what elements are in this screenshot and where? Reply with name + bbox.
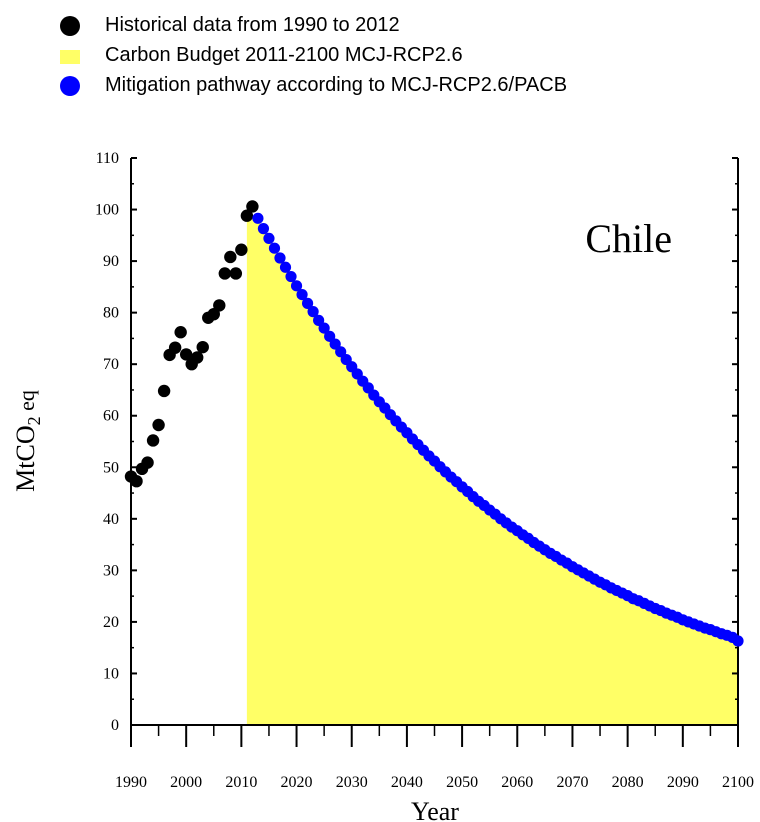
country-annotation: Chile	[585, 216, 672, 261]
y-tick-label: 20	[103, 614, 119, 631]
y-tick-label: 40	[103, 511, 119, 528]
historical-point	[246, 200, 259, 213]
y-axis-title-tail: eq	[14, 390, 39, 416]
legend-label-historical: Historical data from 1990 to 2012	[105, 14, 400, 36]
legend-marker-budget	[60, 50, 80, 64]
historical-point	[179, 348, 193, 361]
legend-label-pathway: Mitigation pathway according to MCJ-RCP2…	[105, 74, 568, 96]
historical-point	[218, 267, 232, 280]
historical-point	[130, 474, 143, 488]
x-tick-label: 2050	[446, 774, 478, 791]
x-tick-label: 2010	[225, 774, 257, 791]
x-tick-label: 2040	[391, 774, 423, 791]
pathway-point	[313, 314, 325, 326]
pathway-point	[329, 338, 341, 350]
historical-point	[191, 351, 204, 364]
pathway-point	[296, 288, 308, 301]
historical-point	[146, 434, 160, 447]
historical-point	[240, 209, 254, 222]
pathway-point	[268, 242, 281, 254]
pathway-point	[324, 330, 336, 342]
historical-point	[235, 243, 248, 256]
historical-point	[152, 418, 165, 432]
y-axis-title-main: MtCO	[11, 425, 40, 491]
historical-point	[196, 340, 209, 354]
pathway-point	[335, 346, 347, 358]
x-tick-label: 2100	[722, 774, 754, 791]
x-tick-label: 1990	[115, 774, 147, 791]
pathway-point	[252, 212, 264, 224]
x-tick-label: 2030	[336, 774, 368, 791]
x-tick-label: 2000	[170, 774, 202, 791]
y-tick-label: 60	[103, 408, 119, 425]
historical-point	[168, 341, 182, 354]
historical-point	[174, 326, 187, 339]
y-tick-label: 30	[103, 562, 119, 579]
x-tick-label: 2020	[281, 774, 313, 791]
legend-label-budget: Carbon Budget 2011-2100 MCJ-RCP2.6	[105, 44, 463, 66]
pathway-point	[290, 280, 303, 292]
pathway-point	[301, 297, 314, 309]
historical-point	[224, 250, 237, 264]
x-axis-title: Year	[411, 797, 459, 822]
historical-point	[229, 267, 243, 280]
y-axis-title: MtCO2 eq	[11, 390, 44, 492]
historical-point	[141, 456, 154, 469]
pathway-point	[307, 306, 319, 318]
x-tick-label: 2060	[501, 774, 533, 791]
pathway-point	[274, 252, 286, 264]
y-tick-label: 10	[103, 665, 119, 682]
y-tick-label: 90	[103, 253, 119, 270]
y-tick-label: 70	[103, 356, 119, 373]
x-tick-label: 2090	[667, 774, 699, 791]
x-tick-label: 2070	[556, 774, 588, 791]
legend-marker-pathway	[60, 76, 80, 96]
y-axis-title-sub: 2	[24, 416, 44, 425]
legend-marker-historical	[60, 16, 80, 36]
y-tick-label: 0	[111, 717, 119, 734]
pathway-point	[318, 322, 330, 334]
carbon-budget-area	[246, 215, 738, 726]
y-tick-label: 100	[95, 202, 119, 219]
y-tick-label: 50	[103, 459, 119, 476]
pathway-point	[279, 261, 292, 273]
historical-point	[157, 384, 171, 398]
pathway-point	[263, 232, 275, 245]
pathway-point	[285, 270, 297, 283]
pathway-point	[732, 635, 744, 647]
y-tick-label: 80	[103, 305, 119, 322]
pathway-point	[257, 223, 270, 235]
historical-point	[213, 299, 226, 312]
x-tick-label: 2080	[612, 774, 644, 791]
y-tick-label: 110	[96, 150, 119, 167]
